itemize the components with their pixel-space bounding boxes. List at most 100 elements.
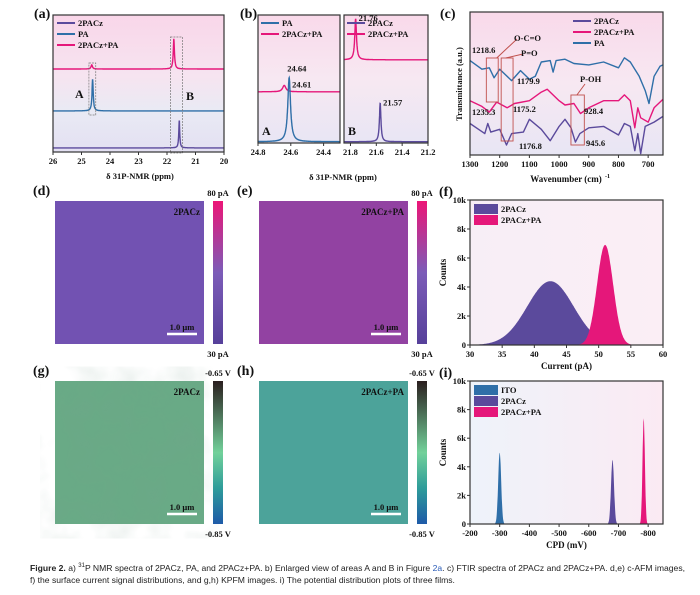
hist-f-legend-label: 2PACz+PA <box>501 215 542 225</box>
ftir-x-tick-label: 800 <box>612 159 625 169</box>
hist-i-plot-background <box>470 381 663 524</box>
panel-label-a: (a) <box>34 7 51 22</box>
ftir-legend-label: 2PACz <box>594 16 619 26</box>
nmr-a-line-2PACz+PA <box>53 38 224 70</box>
ftir-plot-frame <box>469 11 664 156</box>
region-box-b <box>170 36 183 154</box>
ftir-x-axis-label-superscript: -1 <box>605 174 610 180</box>
nmr-a-x-tick-label: 22 <box>163 156 172 166</box>
nmr-b-region-label: A <box>262 124 271 138</box>
panel-label-c: (c) <box>440 7 456 22</box>
nmr-b-left-x-tick-label: 24.4 <box>316 147 332 157</box>
nmr-b-peak-label: 24.64 <box>287 63 307 73</box>
figure-link[interactable]: 2a <box>432 562 443 573</box>
ftir-peak-label: 1175.2 <box>513 104 536 114</box>
ftir-line-2PACz+PA <box>469 88 664 129</box>
nmr-b-left-x-tick-label: 24.6 <box>283 147 298 157</box>
nmr-b-left-plot-frame <box>257 14 341 144</box>
hist-i-x-tick-label: -200 <box>462 528 478 538</box>
panel-label-i: (i) <box>439 366 453 381</box>
nmr-b-left-legend-label: 2PACz+PA <box>282 29 323 39</box>
nmr-b-peak-label: 21.76 <box>359 13 378 23</box>
hist-i-x-axis-label: CPD (mV) <box>546 540 587 550</box>
ftir-group-label: O-C=O <box>514 33 541 43</box>
hist-i-legend-label: 2PACz+PA <box>501 407 542 417</box>
colorbar-max-label-e: 80 pA <box>411 188 433 198</box>
map-sample-label-h: 2PACz+PA <box>361 387 404 397</box>
hist-f-y-tick-label: 0 <box>462 340 466 350</box>
hist-f-x-tick-label: 60 <box>659 349 668 359</box>
ftir-line-PA <box>469 57 664 105</box>
ftir-peak-label: 1235.3 <box>472 107 495 117</box>
colorbar-g <box>213 381 223 524</box>
ftir-group-label: P=O <box>521 48 538 58</box>
ftir-x-tick-label: 1100 <box>521 159 538 169</box>
hist-i-y-tick-label: 4k <box>457 462 466 472</box>
nmr-a-line-PA <box>53 79 224 112</box>
colorbar-min-label-g: -0.85 V <box>205 529 232 539</box>
nmr-a-x-tick-label: 20 <box>220 156 229 166</box>
nmr-b-peak-label: 21.57 <box>383 97 403 107</box>
hist-f-legend-label: 2PACz <box>501 204 526 214</box>
caption-text: a) <box>65 562 79 573</box>
ftir-box-p-oh <box>570 94 585 146</box>
scale-bar-label-g: 1.0 μm <box>170 502 195 512</box>
hist-f-x-tick-label: 35 <box>498 349 507 359</box>
colorbar-max-label-g: -0.65 V <box>205 368 232 378</box>
hist-i-y-tick-label: 6k <box>457 433 466 443</box>
hist-f-y-tick-label: 4k <box>457 282 466 292</box>
nmr-b-left-legend-label: PA <box>282 18 294 28</box>
nmr-a-plot-background <box>53 15 224 152</box>
hist-i-legend-swatch <box>474 385 498 395</box>
caption-figure-number: Figure 2. <box>30 562 66 573</box>
hist-i-x-tick-label: -300 <box>492 528 508 538</box>
map-image-h <box>259 381 408 524</box>
ftir-arrow <box>505 53 524 59</box>
hist-i-plot-frame <box>469 380 664 525</box>
colorbar-e <box>417 201 427 344</box>
hist-i-legend-swatch <box>474 407 498 417</box>
hist-f-y-tick-label: 2k <box>457 311 466 321</box>
colorbar-min-label-d: 30 pA <box>207 349 229 359</box>
colorbar-d <box>213 201 223 344</box>
ftir-x-tick-label: 1300 <box>462 159 479 169</box>
nmr-b-right-legend-label: 2PACz+PA <box>368 29 409 39</box>
colorbar-min-label-e: 30 pA <box>411 349 433 359</box>
hist-i-y-tick-label: 0 <box>462 519 466 529</box>
nmr-b-left-plot-background <box>258 15 340 143</box>
colorbar-h <box>417 381 427 524</box>
ftir-group-label: P-OH <box>580 74 602 84</box>
ftir-peak-label: 1218.6 <box>472 45 495 55</box>
hist-f-area-2PACz <box>470 281 663 345</box>
map-image-e <box>259 201 408 344</box>
hist-f-y-tick-label: 8k <box>457 224 466 234</box>
nmr-b-right-x-tick-label: 21.2 <box>421 147 436 157</box>
nmr-b-right-x-tick-label: 21.6 <box>369 147 384 157</box>
nmr-b-right-x-tick-label: 21.4 <box>395 147 411 157</box>
ftir-x-tick-label: 900 <box>582 159 595 169</box>
hist-i-x-tick-label: -700 <box>611 528 627 538</box>
map-texture-g <box>55 381 204 524</box>
hist-f-x-tick-label: 50 <box>594 349 603 359</box>
ftir-x-axis-label: Wavenumber (cm) <box>530 174 602 184</box>
figure-caption: Figure 2. a) 31P NMR spectra of 2PACz, P… <box>30 560 690 586</box>
nmr-b-line-2PACz+PA <box>258 84 340 93</box>
hist-i-area-2PACz+PA <box>470 418 663 524</box>
panel-label-e: (e) <box>237 184 253 199</box>
nmr-b-line-2PACz+PA <box>344 18 428 61</box>
hist-f-x-axis-label: Current (pA) <box>541 361 592 371</box>
hist-f-legend-swatch <box>474 215 498 225</box>
nmr-b-right-x-tick-label: 21.8 <box>343 147 358 157</box>
nmr-a-x-tick-label: 25 <box>77 156 86 166</box>
hist-i-y-tick-label: 8k <box>457 405 466 415</box>
region-box-a <box>88 62 97 116</box>
nmr-a-legend-label: PA <box>78 29 90 39</box>
ftir-legend-label: PA <box>594 38 606 48</box>
nmr-b-peak-label: 24.61 <box>292 80 311 90</box>
hist-i-y-tick-label: 2k <box>457 490 466 500</box>
hist-f-x-tick-label: 45 <box>562 349 571 359</box>
hist-f-legend-swatch <box>474 204 498 214</box>
nmr-b-line-PA <box>258 75 340 143</box>
hist-i-legend-label: ITO <box>501 385 517 395</box>
ftir-arrow <box>576 83 586 96</box>
